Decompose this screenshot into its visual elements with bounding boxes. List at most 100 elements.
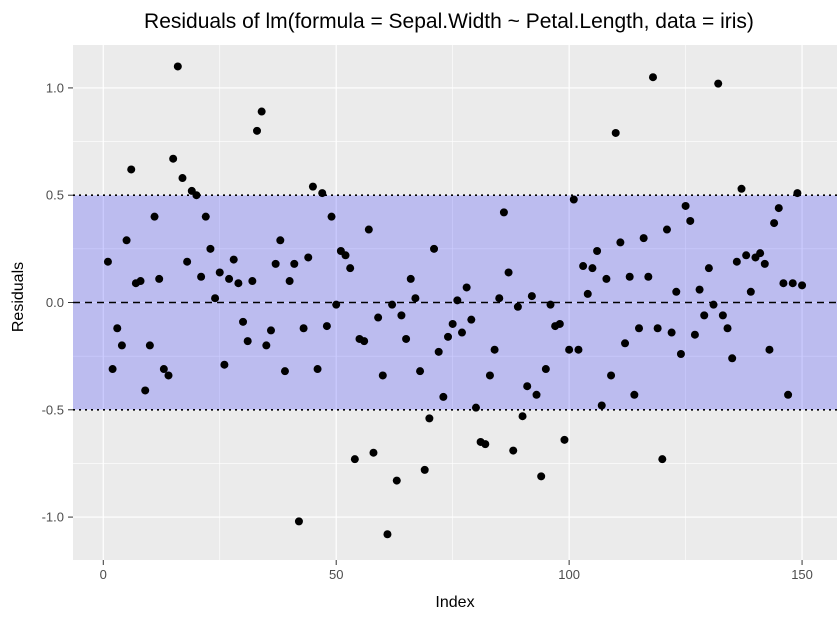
data-point [774,204,783,213]
data-point [672,287,681,296]
data-point [565,345,574,354]
data-point [183,257,192,266]
data-point [360,337,369,346]
data-point [793,189,802,198]
data-point [788,279,797,288]
data-point [350,455,359,464]
data-point [742,251,751,260]
data-point [611,128,620,137]
data-point [127,165,136,174]
data-point [439,392,448,401]
data-point [662,225,671,234]
data-point [714,79,723,88]
y-tick-label: 0.5 [46,188,64,203]
data-point [690,330,699,339]
data-point [332,300,341,309]
y-axis-title: Residuals [10,262,27,332]
data-point [276,236,285,245]
data-point [509,446,518,455]
x-tick-label: 0 [100,567,107,582]
data-point [532,390,541,399]
data-point [294,517,303,526]
data-point [760,259,769,268]
data-point [471,403,480,412]
data-point [639,234,648,243]
y-tick-label: 0.0 [46,295,64,310]
data-point [560,435,569,444]
data-point [462,283,471,292]
data-point [369,448,378,457]
data-point [723,324,732,333]
data-point [704,264,713,273]
data-point [173,62,182,71]
data-point [770,219,779,228]
data-point [262,341,271,350]
data-point [490,345,499,354]
data-point [425,414,434,423]
chart-title: Residuals of lm(formula = Sepal.Width ~ … [144,10,754,33]
y-tick-label: -0.5 [42,402,64,417]
data-point [290,259,299,268]
data-point [588,264,597,273]
data-point [420,465,429,474]
tick-labels: 0 50 100 150 -1.0 -0.5 0.0 0.5 1.0 [42,80,813,582]
data-point [108,365,117,374]
data-point [737,184,746,193]
data-point [728,354,737,363]
data-point [313,365,322,374]
data-point [798,281,807,290]
data-point [504,268,513,277]
data-point [211,294,220,303]
data-point [402,334,411,343]
data-point [383,530,392,539]
data-point [341,251,350,260]
data-point [392,476,401,485]
data-point [481,440,490,449]
x-axis-title: Index [435,594,474,611]
data-point [374,313,383,322]
data-point [201,212,210,221]
data-point [635,324,644,333]
data-point [318,189,327,198]
data-point [304,253,313,262]
data-point [676,350,685,358]
data-point [113,324,122,333]
data-point [430,244,439,253]
data-point [597,401,606,410]
data-point [784,390,793,399]
data-point [607,371,616,380]
data-point [485,371,494,380]
data-point [346,264,355,273]
data-point [453,296,462,305]
data-point [681,201,690,210]
data-point [271,259,280,268]
data-point [448,319,457,328]
data-point [467,315,476,324]
data-point [541,365,550,374]
data-point [280,367,289,376]
data-point [746,287,755,296]
data-point [192,191,201,200]
data-point [388,300,397,309]
data-point [145,341,154,350]
data-point [518,412,527,421]
data-point [779,279,788,288]
data-point [164,371,173,380]
data-point [308,182,317,191]
data-point [150,212,159,221]
data-point [416,367,425,376]
data-point [411,294,420,303]
data-point [756,249,765,258]
data-point [397,311,406,320]
y-tick-label: 1.0 [46,80,64,95]
data-point [667,328,676,337]
data-point [364,225,373,234]
data-point [574,345,583,354]
data-point [593,247,602,255]
data-point [527,292,536,301]
data-point [686,216,695,225]
data-point [229,255,238,264]
data-point [155,274,164,283]
data-point [169,154,178,163]
